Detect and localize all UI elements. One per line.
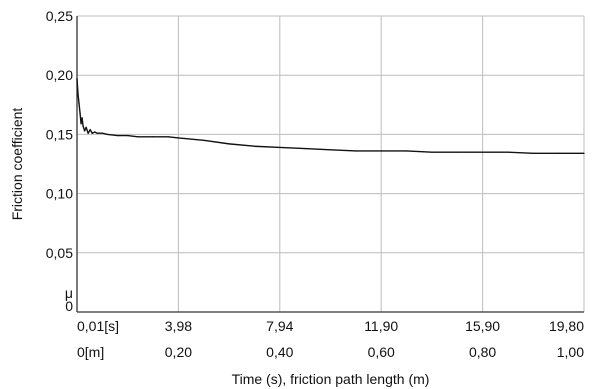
friction-series-line (76, 78, 584, 155)
data-point (80, 123, 82, 125)
data-point (405, 150, 408, 152)
data-point (82, 125, 84, 127)
data-point (101, 132, 103, 134)
x-time-tick-label: 3,98 (165, 318, 192, 334)
y-tick-label: 0,05 (46, 245, 73, 261)
data-point (116, 134, 119, 137)
y-tick-label: 0 (65, 298, 73, 314)
data-point (91, 132, 93, 134)
data-point (228, 143, 230, 145)
data-point (78, 103, 80, 105)
x-time-tick-label: 19,80 (549, 318, 584, 334)
series-group (76, 78, 585, 155)
x-path-tick-label: 0,60 (368, 344, 395, 360)
x-path-tick-label: 1,00 (557, 344, 584, 360)
data-point (81, 117, 83, 119)
x-path-tick-label: 0,40 (266, 344, 293, 360)
y-tick-label: 0,10 (46, 186, 73, 202)
data-point (532, 152, 534, 154)
data-point (87, 132, 89, 134)
y-tick-label: 0,25 (46, 8, 73, 24)
data-point (304, 148, 306, 150)
x-time-tick-label: 7,94 (266, 318, 293, 334)
data-point (94, 131, 96, 133)
data-point (558, 152, 560, 154)
data-point (96, 132, 98, 134)
data-point (127, 134, 129, 137)
y-axis-label: Friction coefficient (9, 108, 25, 221)
data-point (85, 126, 87, 128)
data-point (77, 93, 79, 95)
data-point (177, 137, 179, 139)
y-tick-label: 0,20 (46, 67, 73, 83)
data-point (106, 133, 109, 135)
data-point (279, 146, 281, 149)
axes (76, 16, 584, 313)
x-path-tick-label: 0,80 (469, 344, 496, 360)
data-point (137, 136, 139, 138)
data-point (203, 139, 205, 141)
data-point (431, 151, 433, 153)
x-axis-label: Time (s), friction path length (m) (232, 371, 430, 387)
x-path-tick-label: 0,20 (165, 344, 192, 360)
data-point (380, 150, 382, 152)
data-point (89, 129, 91, 131)
data-point (456, 151, 458, 153)
data-point (253, 145, 256, 147)
data-point (507, 151, 509, 153)
data-point (76, 78, 78, 80)
data-point (79, 112, 81, 114)
y-tick-labels: 0 0,05 0,10 0,15 0,20 0,25 (46, 8, 73, 314)
x-time-tick-label: 11,90 (364, 318, 398, 334)
x-tick-labels: 0,01[s] 0[m] 3,98 0,20 7,94 0,40 11,90 0,60 15,9… (77, 318, 584, 360)
data-point (167, 136, 169, 138)
grid-lines (77, 15, 585, 312)
y-origin-label: μ (65, 285, 73, 301)
x-path-tick-label: 0[m] (77, 344, 104, 360)
data-point (355, 150, 357, 152)
data-point (152, 136, 154, 138)
x-time-tick-label: 15,90 (465, 318, 500, 334)
y-tick-label: 0,15 (46, 126, 73, 142)
data-point (329, 149, 332, 151)
data-point (583, 152, 585, 154)
data-point (482, 151, 484, 153)
x-time-tick-label: 0,01[s] (77, 318, 119, 334)
data-point (84, 130, 86, 132)
